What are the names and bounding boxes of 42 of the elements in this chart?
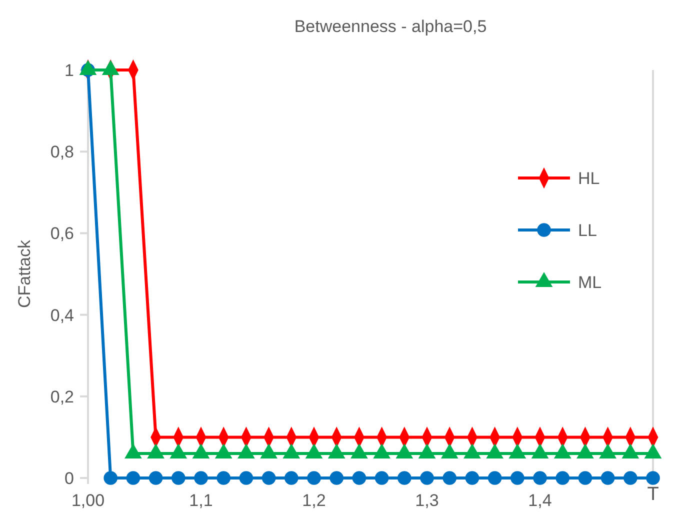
y-tick-label: 1 xyxy=(64,60,74,80)
point xyxy=(126,471,140,485)
point xyxy=(330,471,344,485)
point xyxy=(171,471,186,485)
y-axis-title: CFattack xyxy=(15,240,34,308)
point xyxy=(600,471,615,485)
x-axis-title: T xyxy=(647,484,660,505)
x-tick-label: 1,00 xyxy=(71,491,105,510)
point xyxy=(465,471,480,485)
point xyxy=(510,471,524,485)
point xyxy=(104,471,118,485)
y-tick-label: 0,2 xyxy=(50,387,74,406)
point xyxy=(194,471,208,485)
legend-label: HL xyxy=(578,168,600,188)
point xyxy=(623,471,638,485)
x-tick-label: 1,2 xyxy=(302,491,326,510)
point xyxy=(556,471,570,485)
x-tick-label: 1,1 xyxy=(189,491,213,510)
point xyxy=(374,471,389,485)
legend-label: ML xyxy=(578,272,602,292)
point xyxy=(239,471,254,485)
point xyxy=(420,471,434,485)
x-tick-label: 1,3 xyxy=(415,491,439,510)
point xyxy=(533,471,547,485)
legend-label: LL xyxy=(578,220,597,240)
point xyxy=(578,471,592,485)
y-tick-label: 0,4 xyxy=(50,306,74,325)
y-tick-label: 0,8 xyxy=(50,142,74,162)
chart-title: Betweenness - alpha=0,5 xyxy=(294,17,487,36)
point xyxy=(262,471,276,485)
point xyxy=(397,471,412,485)
x-tick-label: 1,4 xyxy=(528,491,552,510)
y-tick-label: 0 xyxy=(64,468,74,488)
point xyxy=(216,471,231,485)
point xyxy=(488,471,502,485)
point xyxy=(148,471,163,485)
point xyxy=(352,471,366,485)
point xyxy=(646,471,660,485)
point xyxy=(442,471,457,485)
y-tick-label: 0,6 xyxy=(50,224,74,244)
point xyxy=(284,471,298,485)
point xyxy=(307,471,321,485)
